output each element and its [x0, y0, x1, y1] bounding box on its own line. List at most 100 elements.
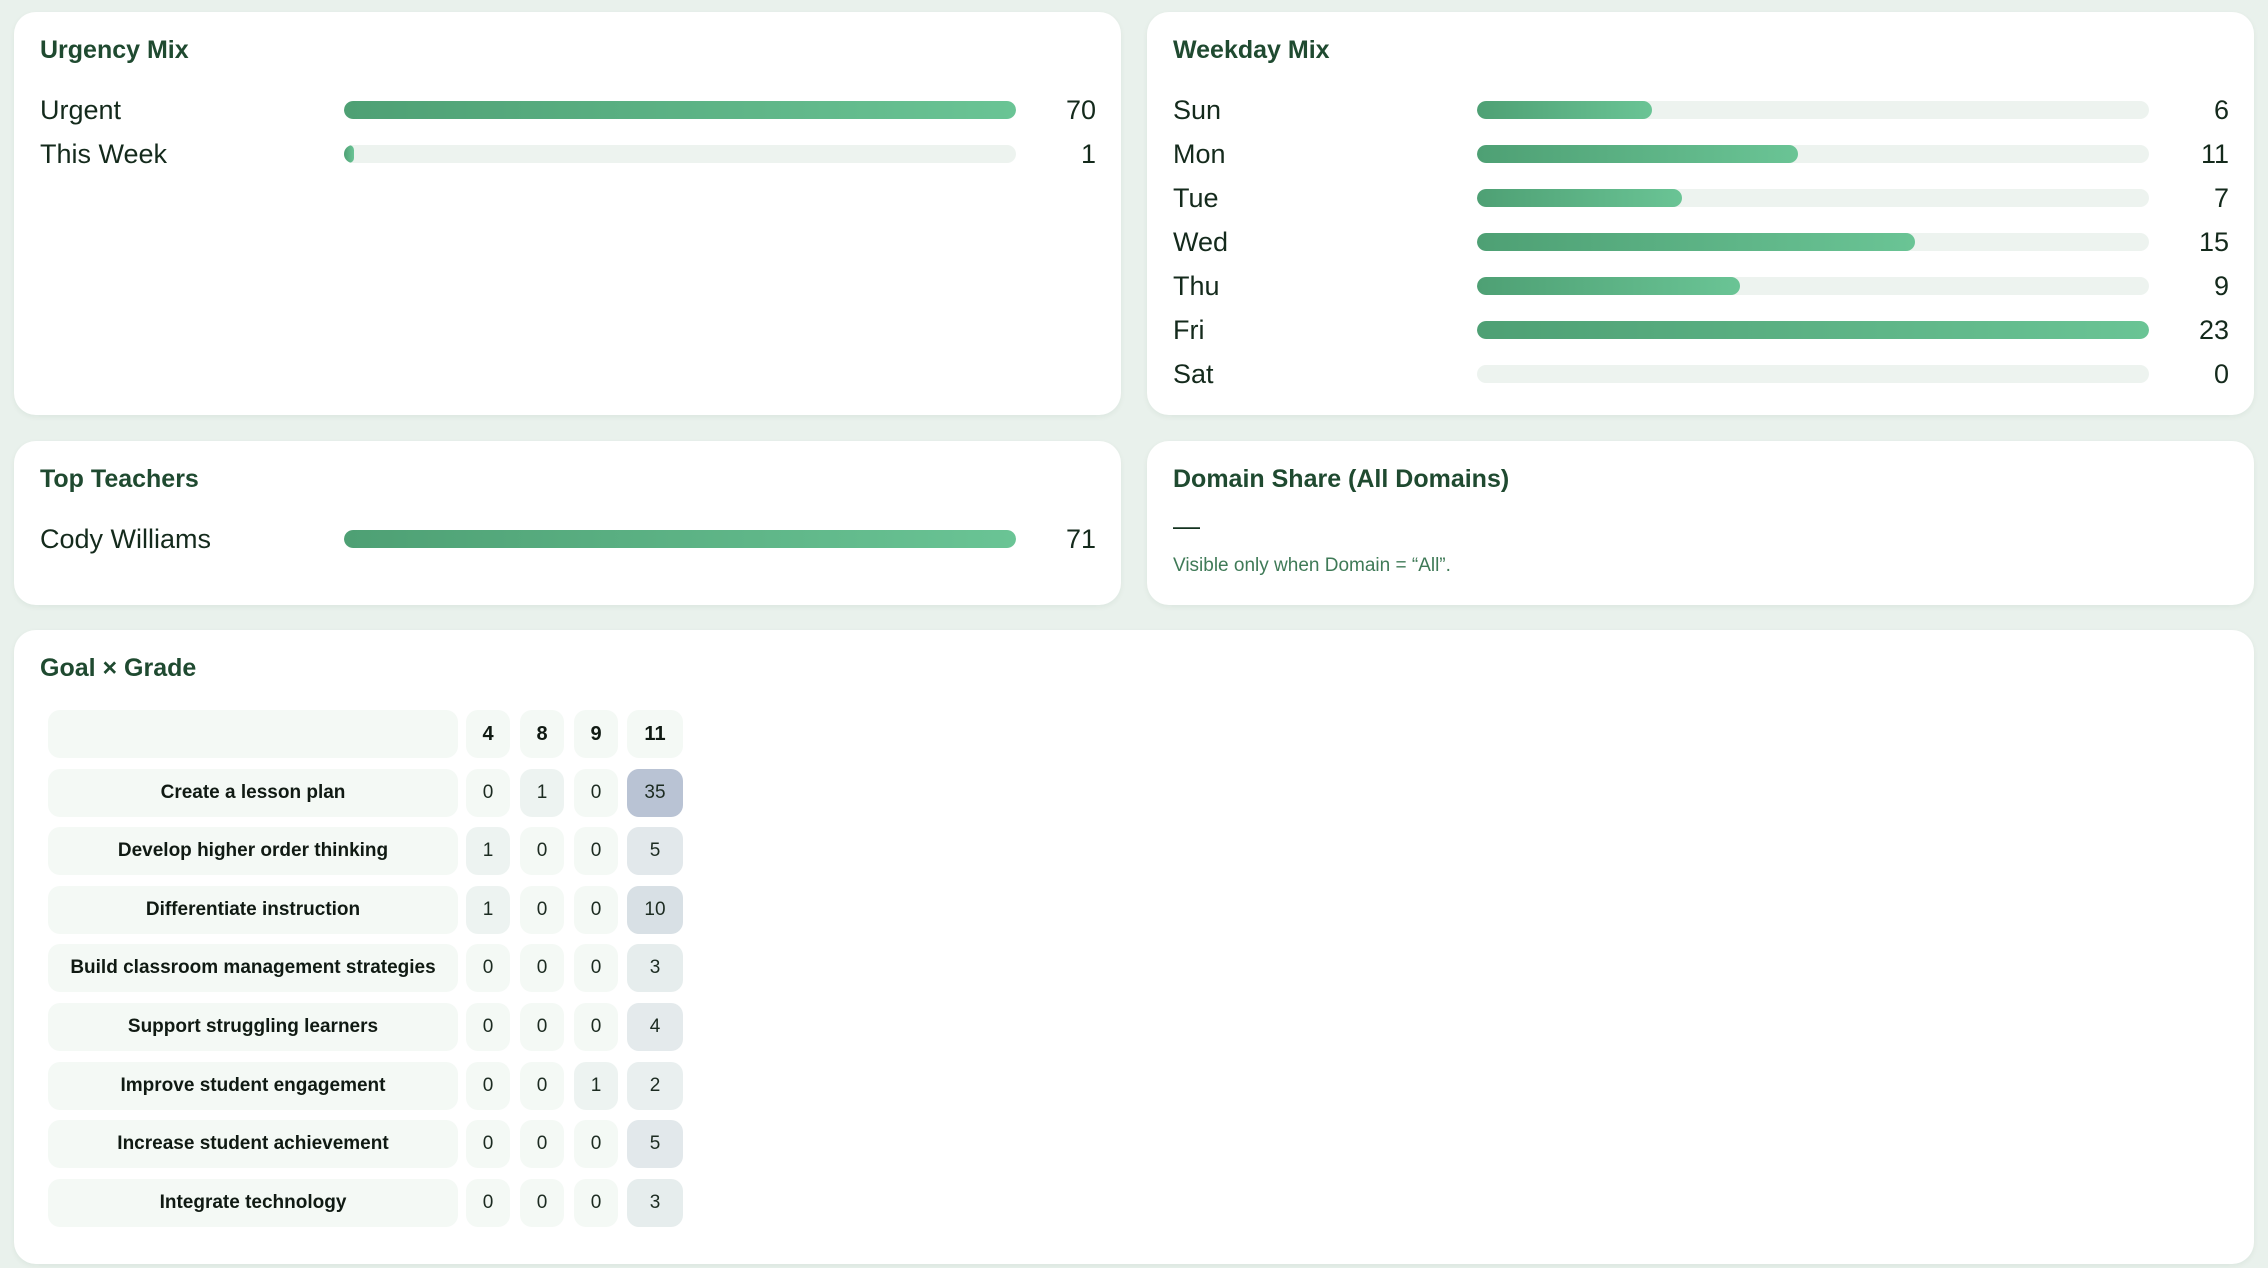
weekday-bar-track: [1477, 189, 2149, 207]
weekday-bar-fill: [1477, 145, 1799, 163]
heatmap-cell: 0: [466, 1061, 510, 1110]
heatmap-cell: 1: [574, 1061, 618, 1110]
heatmap-cell: 1: [466, 827, 510, 876]
heatmap-row-label: Increase student achievement: [48, 1120, 458, 1169]
heatmap-cell: 0: [466, 1120, 510, 1169]
heatmap-row-label: Differentiate instruction: [48, 885, 458, 934]
heatmap-row-label: Develop higher order thinking: [48, 827, 458, 876]
weekday-bar-label: Mon: [1173, 138, 1226, 169]
heatmap-cell: 0: [520, 1061, 564, 1110]
goal-grade-title: Goal × Grade: [40, 654, 197, 682]
weekday-bar-value: 9: [2213, 270, 2229, 301]
domain-share-card: Domain Share (All Domains) — Visible onl…: [1147, 441, 2254, 605]
weekday-bar-row: Tue 7: [1173, 178, 2229, 218]
weekday-bar-row: Sun 6: [1173, 90, 2229, 130]
heatmap-row-label: Improve student engagement: [48, 1061, 458, 1110]
heatmap-cell: 0: [466, 1178, 510, 1227]
heatmap-column-header: 8: [520, 710, 564, 758]
weekday-bar-value: 23: [2198, 314, 2229, 345]
heatmap-cell: 0: [520, 1178, 564, 1227]
weekday-bar-label: Fri: [1173, 314, 1205, 345]
weekday-bar-row: Fri 23: [1173, 310, 2229, 350]
heatmap-cell: 0: [574, 768, 618, 817]
heatmap-cell: 0: [466, 768, 510, 817]
heatmap-cell: 4: [627, 1003, 683, 1051]
heatmap-cell: 0: [520, 1120, 564, 1169]
weekday-bar-row: Mon 11: [1173, 134, 2229, 174]
heatmap-column-header: 4: [466, 710, 510, 758]
heatmap-row-label: Create a lesson plan: [48, 768, 458, 817]
heatmap-cell: 5: [627, 1120, 683, 1169]
weekday-bar-label: Tue: [1173, 182, 1219, 213]
heatmap-cell: 0: [574, 1178, 618, 1227]
domain-share-note: Visible only when Domain = “All”.: [1173, 555, 1451, 576]
weekday-bar-fill: [1477, 233, 1916, 251]
urgency-bar-value: 70: [1065, 94, 1096, 125]
teacher-bar-value: 71: [1065, 523, 1096, 554]
urgency-mix-title: Urgency Mix: [40, 36, 189, 64]
heatmap-cell: 0: [520, 885, 564, 934]
weekday-bar-track: [1477, 145, 2149, 163]
urgency-bar-label: Urgent: [40, 94, 122, 125]
teacher-bar-row: Cody Williams 71: [40, 519, 1096, 559]
weekday-bar-track: [1477, 365, 2149, 383]
heatmap-column-header: 11: [627, 710, 683, 758]
heatmap-corner-cell: [48, 710, 458, 758]
weekday-bar-value: 15: [2198, 226, 2229, 257]
teacher-bar-label: Cody Williams: [40, 523, 212, 554]
weekday-bar-fill: [1477, 189, 1682, 207]
heatmap-row-label: Support struggling learners: [48, 1003, 458, 1051]
weekday-mix-title: Weekday Mix: [1173, 36, 1330, 64]
urgency-bar-track: [344, 145, 1016, 163]
heatmap-row-label: Integrate technology: [48, 1178, 458, 1227]
heatmap-cell: 35: [627, 768, 683, 817]
weekday-bar-fill: [1477, 101, 1653, 119]
urgency-bar-row: This Week 1: [40, 134, 1096, 174]
weekday-bar-row: Wed 15: [1173, 222, 2229, 262]
heatmap-cell: 0: [574, 1003, 618, 1051]
heatmap-row-label: Build classroom management strategies: [48, 944, 458, 993]
weekday-bar-track: [1477, 321, 2149, 339]
weekday-mix-card: Weekday Mix Sun 6 Mon 11 Tue 7 Wed 15 Thu 9 Fri 23 S…: [1147, 12, 2254, 415]
weekday-bar-row: Thu 9: [1173, 266, 2229, 306]
heatmap-cell: 1: [520, 768, 564, 817]
weekday-bar-value: 11: [2200, 138, 2229, 169]
weekday-bar-value: 7: [2213, 182, 2229, 213]
weekday-bar-track: [1477, 233, 2149, 251]
teacher-bar-fill: [344, 530, 1016, 548]
weekday-bar-row: Sat 0: [1173, 354, 2229, 394]
heatmap-column-header: 9: [574, 710, 618, 758]
urgency-bar-label: This Week: [40, 138, 168, 169]
weekday-bar-label: Thu: [1173, 270, 1220, 301]
heatmap-cell: 5: [627, 827, 683, 876]
top-teachers-card: Top Teachers Cody Williams 71: [14, 441, 1121, 605]
heatmap-cell: 10: [627, 885, 683, 934]
heatmap-cell: 0: [466, 944, 510, 993]
urgency-bar-fill: [344, 145, 354, 163]
heatmap-cell: 0: [574, 827, 618, 876]
weekday-bar-value: 6: [2213, 94, 2229, 125]
top-teachers-title: Top Teachers: [40, 465, 199, 493]
heatmap-cell: 3: [627, 944, 683, 993]
heatmap-cell: 3: [627, 1178, 683, 1227]
heatmap-cell: 0: [466, 1003, 510, 1051]
urgency-mix-card: Urgency Mix Urgent 70 This Week 1: [14, 12, 1121, 415]
domain-share-title: Domain Share (All Domains): [1173, 465, 1510, 493]
weekday-bar-track: [1477, 277, 2149, 295]
urgency-bar-fill: [344, 101, 1016, 119]
urgency-bar-value: 1: [1080, 138, 1096, 169]
weekday-bar-fill: [1477, 321, 2149, 339]
weekday-bar-track: [1477, 101, 2149, 119]
goal-grade-card: Goal × Grade 4 8 9 11 Create a lesson plan 0 1…: [14, 630, 2254, 1264]
weekday-bar-fill: [1477, 277, 1740, 295]
heatmap-cell: 0: [574, 885, 618, 934]
weekday-bar-label: Sun: [1173, 94, 1222, 125]
urgency-bar-track: [344, 101, 1016, 119]
heatmap-cell: 0: [520, 827, 564, 876]
heatmap-cell: 2: [627, 1061, 683, 1110]
heatmap-cell: 0: [574, 1120, 618, 1169]
urgency-bar-row: Urgent 70: [40, 90, 1096, 130]
heatmap-cell: 0: [520, 1003, 564, 1051]
weekday-bar-value: 0: [2213, 358, 2229, 389]
teacher-bar-track: [344, 530, 1016, 548]
